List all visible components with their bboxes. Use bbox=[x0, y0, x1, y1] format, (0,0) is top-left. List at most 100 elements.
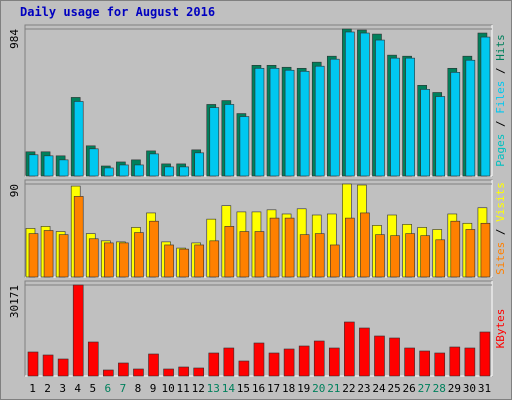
bar bbox=[118, 362, 129, 377]
bar bbox=[449, 346, 461, 377]
bar bbox=[224, 104, 235, 177]
bar bbox=[134, 164, 144, 177]
bar bbox=[88, 148, 99, 177]
legend-separator: / bbox=[494, 114, 507, 134]
x-tick-label: 8 bbox=[135, 382, 142, 395]
bar bbox=[149, 153, 159, 177]
bar bbox=[119, 164, 129, 177]
x-tick-label: 6 bbox=[105, 382, 112, 395]
x-tick-label: 30 bbox=[463, 382, 476, 395]
bar bbox=[73, 101, 84, 177]
x-tick-label: 5 bbox=[89, 382, 96, 395]
x-tick-label: 10 bbox=[161, 382, 174, 395]
x-tick-label: 26 bbox=[403, 382, 416, 395]
bar bbox=[43, 155, 54, 177]
legend-separator: / bbox=[494, 222, 507, 242]
bar bbox=[254, 231, 265, 278]
bar bbox=[178, 366, 189, 377]
bar bbox=[359, 327, 370, 377]
bar bbox=[58, 159, 69, 177]
x-tick-label: 16 bbox=[252, 382, 265, 395]
bar bbox=[465, 229, 476, 278]
x-tick-label: 23 bbox=[357, 382, 370, 395]
y-tick-label: 984 bbox=[8, 29, 21, 49]
bar bbox=[420, 235, 430, 278]
x-tick-label: 24 bbox=[372, 382, 386, 395]
bar bbox=[480, 222, 491, 278]
bar bbox=[72, 284, 84, 377]
bar bbox=[88, 238, 99, 278]
bar bbox=[345, 31, 355, 177]
bar bbox=[253, 342, 265, 377]
bar bbox=[28, 233, 39, 278]
legend: KBytes bbox=[494, 309, 507, 349]
x-tick-label: 11 bbox=[177, 382, 190, 395]
x-tick-label: 27 bbox=[418, 382, 431, 395]
bar bbox=[480, 36, 491, 177]
bar bbox=[209, 240, 220, 278]
x-tick-label: 28 bbox=[433, 382, 446, 395]
bar bbox=[148, 353, 159, 377]
x-tick-label: 31 bbox=[478, 382, 491, 395]
bar bbox=[164, 166, 174, 177]
bar bbox=[209, 107, 220, 177]
x-tick-label: 12 bbox=[192, 382, 205, 395]
bar bbox=[434, 352, 446, 377]
bar bbox=[299, 234, 310, 278]
x-tick-label: 17 bbox=[267, 382, 280, 395]
bar bbox=[344, 321, 355, 377]
x-tick-label: 9 bbox=[150, 382, 157, 395]
bar bbox=[43, 230, 54, 278]
bar bbox=[329, 58, 340, 177]
bar bbox=[313, 340, 325, 377]
x-tick-label: 22 bbox=[342, 382, 355, 395]
bar bbox=[193, 367, 205, 377]
bar bbox=[179, 166, 189, 177]
chart-title: Daily usage for August 2016 bbox=[20, 5, 215, 19]
bar bbox=[134, 232, 144, 278]
x-tick-label: 4 bbox=[74, 382, 81, 395]
bar bbox=[360, 32, 370, 177]
x-tick-label: 18 bbox=[282, 382, 295, 395]
bar bbox=[450, 220, 461, 278]
x-tick-label: 2 bbox=[44, 382, 51, 395]
bar bbox=[269, 217, 280, 278]
legend-separator: / bbox=[494, 61, 507, 81]
bar bbox=[284, 217, 295, 278]
bar bbox=[345, 217, 355, 278]
bar bbox=[28, 154, 39, 177]
x-tick-label: 29 bbox=[448, 382, 461, 395]
y-tick-label: 90 bbox=[8, 184, 21, 197]
legend-item: Files bbox=[494, 81, 507, 114]
legend-item: Hits bbox=[494, 34, 507, 61]
bar bbox=[239, 116, 250, 177]
bar bbox=[450, 72, 461, 177]
bar bbox=[419, 350, 430, 377]
bar bbox=[464, 347, 476, 377]
legend-item: KBytes bbox=[494, 309, 507, 349]
bar bbox=[163, 368, 174, 377]
bar bbox=[149, 220, 159, 278]
x-tick-label: 20 bbox=[312, 382, 325, 395]
bar bbox=[254, 67, 265, 177]
legend: Pages / Files / Hits bbox=[494, 34, 507, 167]
bar bbox=[420, 89, 430, 177]
bar bbox=[390, 235, 400, 278]
bar bbox=[238, 360, 250, 377]
x-tick-label: 25 bbox=[387, 382, 400, 395]
bar bbox=[58, 234, 69, 278]
bar bbox=[374, 335, 385, 377]
x-tick-label: 21 bbox=[327, 382, 340, 395]
bar bbox=[239, 231, 250, 278]
bar bbox=[435, 96, 446, 177]
bar bbox=[27, 351, 39, 377]
x-tick-label: 19 bbox=[297, 382, 310, 395]
x-tick-label: 7 bbox=[120, 382, 127, 395]
bar bbox=[390, 57, 400, 177]
x-tick-label: 3 bbox=[59, 382, 66, 395]
x-tick-label: 14 bbox=[222, 382, 236, 395]
bar bbox=[375, 234, 385, 278]
x-tick-label: 15 bbox=[237, 382, 250, 395]
bar bbox=[87, 341, 99, 377]
